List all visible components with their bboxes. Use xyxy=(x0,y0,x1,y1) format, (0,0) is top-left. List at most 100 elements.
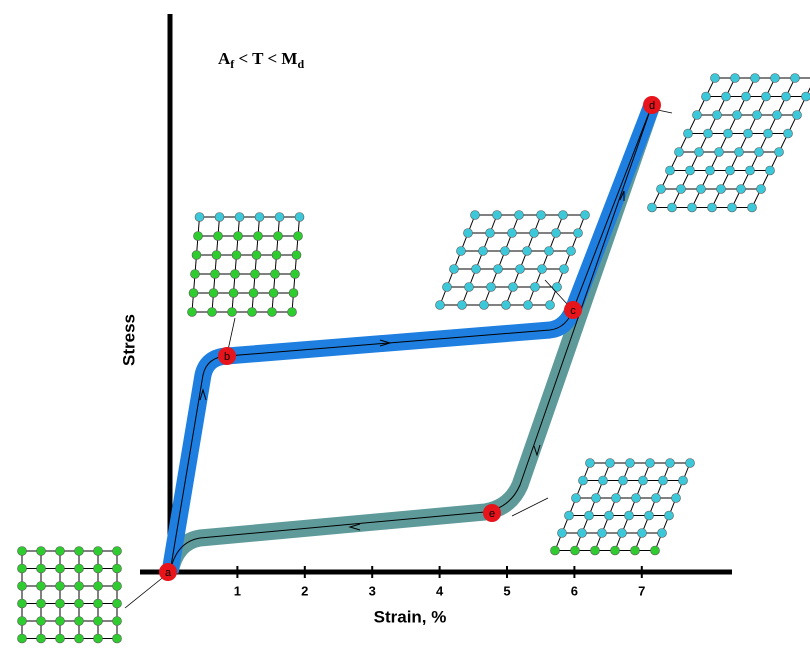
atom xyxy=(706,166,715,175)
atom xyxy=(574,229,583,238)
atom xyxy=(708,203,717,212)
atom xyxy=(458,301,467,310)
atom xyxy=(560,265,569,274)
atom xyxy=(465,283,474,292)
atom xyxy=(18,599,27,608)
atom xyxy=(18,617,27,626)
atom xyxy=(571,546,580,555)
atom xyxy=(611,546,620,555)
atom xyxy=(744,129,753,138)
x-tick-label: 4 xyxy=(436,583,444,598)
atom xyxy=(292,251,301,260)
atom xyxy=(487,283,496,292)
atom xyxy=(559,211,568,220)
state-label: d xyxy=(649,100,655,112)
atom xyxy=(735,148,744,157)
atom xyxy=(657,185,666,194)
y-axis-label: Stress xyxy=(119,314,138,366)
atom xyxy=(37,617,46,626)
atom xyxy=(113,564,122,573)
atom xyxy=(782,92,791,101)
atom xyxy=(509,283,518,292)
atom xyxy=(75,564,84,573)
atom xyxy=(75,617,84,626)
atom xyxy=(294,232,303,241)
atom xyxy=(94,599,103,608)
atom xyxy=(502,301,511,310)
atom xyxy=(268,308,277,317)
atom xyxy=(494,265,503,274)
atom xyxy=(501,247,510,256)
atom xyxy=(254,232,263,241)
atom xyxy=(493,211,502,220)
atom xyxy=(18,634,27,643)
condition: Af < T < Md xyxy=(218,49,304,71)
atom xyxy=(666,459,675,468)
atom xyxy=(188,308,197,317)
atom xyxy=(728,203,737,212)
atom xyxy=(75,634,84,643)
state-label: e xyxy=(489,508,495,520)
atom xyxy=(113,582,122,591)
curves xyxy=(170,105,652,572)
atom xyxy=(751,74,760,83)
atom xyxy=(269,289,278,298)
lattice xyxy=(18,547,122,644)
atom xyxy=(271,270,280,279)
atom xyxy=(631,546,640,555)
atom xyxy=(565,511,574,520)
atom xyxy=(733,111,742,120)
atom xyxy=(702,92,711,101)
atom xyxy=(618,529,627,538)
atom xyxy=(651,546,660,555)
atom xyxy=(472,265,481,274)
atom xyxy=(37,599,46,608)
atom xyxy=(443,283,452,292)
atom xyxy=(717,185,726,194)
atom xyxy=(619,476,628,485)
atom xyxy=(75,599,84,608)
state-label: b xyxy=(224,351,230,363)
atom xyxy=(648,203,657,212)
atom xyxy=(56,617,65,626)
atom xyxy=(212,251,221,260)
atom xyxy=(591,546,600,555)
atom xyxy=(724,129,733,138)
atom xyxy=(18,564,27,573)
atom xyxy=(742,92,751,101)
atom xyxy=(248,308,257,317)
atom xyxy=(192,251,201,260)
atom xyxy=(56,547,65,556)
atom xyxy=(232,251,241,260)
atom xyxy=(715,148,724,157)
atom xyxy=(668,203,677,212)
leader-line xyxy=(228,318,235,350)
atom xyxy=(646,459,655,468)
atom xyxy=(37,547,46,556)
atom xyxy=(94,582,103,591)
atom xyxy=(251,270,260,279)
state-label: a xyxy=(165,567,172,579)
atom xyxy=(211,270,220,279)
atom xyxy=(235,213,244,222)
atom xyxy=(599,476,608,485)
atom xyxy=(578,529,587,538)
atom xyxy=(37,634,46,643)
atom xyxy=(572,494,581,503)
subscript: d xyxy=(297,57,304,71)
x-tick-label: 2 xyxy=(301,583,308,598)
atom xyxy=(688,203,697,212)
atom xyxy=(773,111,782,120)
atom xyxy=(666,166,675,175)
atom xyxy=(784,129,793,138)
lattice xyxy=(188,213,305,317)
atom xyxy=(252,251,261,260)
atom xyxy=(802,92,810,101)
state-label: c xyxy=(570,305,576,317)
atom xyxy=(288,308,297,317)
atom xyxy=(56,582,65,591)
atom xyxy=(94,547,103,556)
atom xyxy=(189,289,198,298)
lattice xyxy=(551,459,695,556)
atom xyxy=(586,459,595,468)
